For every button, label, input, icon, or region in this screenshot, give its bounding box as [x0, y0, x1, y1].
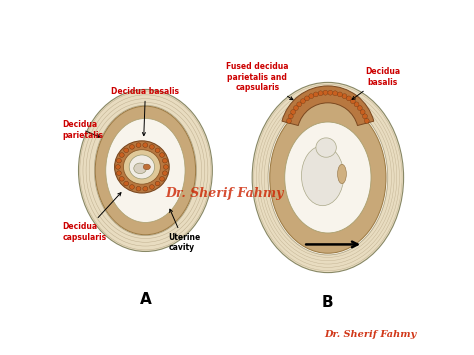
Ellipse shape	[129, 144, 135, 149]
Ellipse shape	[160, 153, 164, 157]
Ellipse shape	[364, 118, 369, 123]
Ellipse shape	[357, 105, 362, 110]
Text: Decidua
parietalis: Decidua parietalis	[63, 120, 104, 140]
Ellipse shape	[342, 94, 347, 99]
Text: Dr. Sherif Fahmy: Dr. Sherif Fahmy	[325, 330, 417, 339]
Ellipse shape	[124, 181, 128, 186]
Ellipse shape	[149, 185, 155, 189]
Ellipse shape	[155, 181, 160, 186]
Ellipse shape	[155, 148, 160, 153]
Ellipse shape	[106, 119, 185, 223]
Ellipse shape	[354, 102, 359, 107]
Ellipse shape	[160, 176, 164, 181]
Ellipse shape	[252, 82, 403, 273]
Ellipse shape	[136, 186, 141, 191]
Ellipse shape	[301, 146, 344, 206]
Text: Decidua
capsularis: Decidua capsularis	[63, 193, 121, 242]
Ellipse shape	[94, 105, 197, 236]
Ellipse shape	[79, 89, 212, 251]
Ellipse shape	[143, 186, 148, 191]
Ellipse shape	[117, 171, 121, 175]
Ellipse shape	[285, 122, 371, 233]
Text: Dr. Sherif Fahmy: Dr. Sherif Fahmy	[165, 187, 284, 200]
Ellipse shape	[268, 100, 388, 255]
Ellipse shape	[129, 155, 155, 179]
Ellipse shape	[323, 90, 328, 95]
Ellipse shape	[119, 176, 124, 181]
Ellipse shape	[301, 99, 305, 104]
Ellipse shape	[337, 92, 342, 97]
Text: B: B	[322, 295, 334, 310]
Ellipse shape	[318, 91, 323, 96]
Ellipse shape	[123, 150, 160, 184]
Text: Fused decidua
parietalis and
capsularis: Fused decidua parietalis and capsularis	[226, 62, 293, 100]
Ellipse shape	[164, 165, 168, 169]
Text: Decidua basalis: Decidua basalis	[111, 87, 180, 136]
Ellipse shape	[350, 99, 356, 104]
Ellipse shape	[163, 158, 167, 163]
Ellipse shape	[337, 164, 346, 184]
Text: Decidua
basalis: Decidua basalis	[352, 67, 400, 99]
Ellipse shape	[143, 164, 150, 170]
Ellipse shape	[346, 96, 351, 101]
Ellipse shape	[309, 94, 314, 99]
Ellipse shape	[360, 110, 365, 114]
Ellipse shape	[124, 148, 128, 153]
Text: A: A	[139, 291, 151, 306]
Ellipse shape	[293, 105, 299, 110]
Ellipse shape	[95, 106, 196, 235]
Ellipse shape	[134, 163, 146, 174]
Ellipse shape	[163, 171, 167, 175]
Ellipse shape	[316, 138, 337, 157]
Ellipse shape	[129, 185, 135, 189]
Text: Uterine
cavity: Uterine cavity	[168, 209, 201, 252]
Ellipse shape	[291, 110, 296, 114]
Ellipse shape	[288, 114, 293, 119]
Wedge shape	[282, 86, 374, 126]
Ellipse shape	[287, 118, 292, 123]
Ellipse shape	[116, 165, 120, 169]
Ellipse shape	[143, 143, 148, 147]
Ellipse shape	[313, 92, 319, 97]
Ellipse shape	[119, 153, 124, 157]
Ellipse shape	[115, 141, 169, 193]
Ellipse shape	[363, 114, 367, 119]
Ellipse shape	[304, 96, 310, 101]
Ellipse shape	[117, 158, 121, 163]
Ellipse shape	[297, 102, 301, 107]
Ellipse shape	[270, 102, 386, 253]
Ellipse shape	[149, 144, 155, 149]
Ellipse shape	[328, 90, 333, 95]
Ellipse shape	[333, 91, 337, 96]
Ellipse shape	[136, 143, 141, 147]
